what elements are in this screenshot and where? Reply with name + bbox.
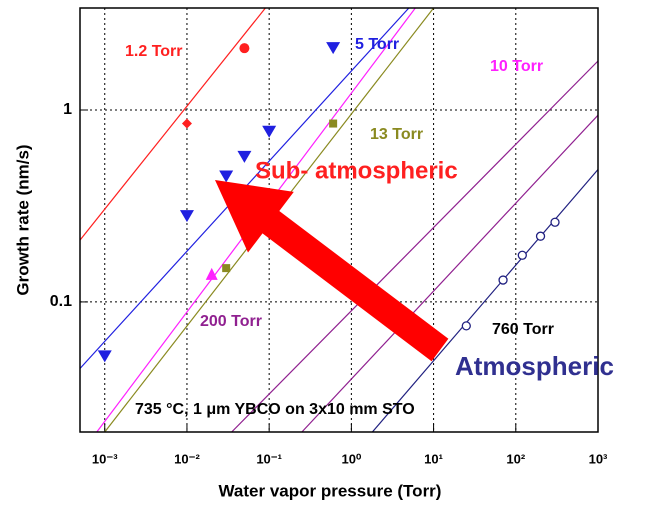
fit-line <box>79 7 266 241</box>
point <box>517 250 527 260</box>
point <box>205 267 218 280</box>
point <box>550 217 560 227</box>
series-label: 10 Torr <box>490 58 543 75</box>
point <box>219 170 234 183</box>
point <box>222 264 231 273</box>
series-label: 13 Torr <box>370 126 423 143</box>
fit-line <box>371 169 599 433</box>
series-label: 1.2 Torr <box>125 43 183 60</box>
x-tick-label: 10² <box>506 451 525 466</box>
point <box>237 150 252 163</box>
point <box>498 275 508 285</box>
point <box>262 125 277 138</box>
x-tick-label: 10³ <box>589 451 608 466</box>
plot-frame <box>79 7 599 433</box>
points <box>97 42 560 363</box>
y-axis-label: Growth rate (nm/s) <box>13 144 32 295</box>
series-label: 200 Torr <box>200 313 262 330</box>
x-tick-label: 10⁻¹ <box>256 451 282 466</box>
annotation: Sub- atmospheric <box>255 157 458 184</box>
point <box>97 350 112 363</box>
point <box>326 42 341 55</box>
point <box>179 210 194 223</box>
point <box>461 321 471 331</box>
arrow <box>215 180 449 362</box>
annotation: 735 °C, 1 μm YBCO on 3x10 mm STO <box>135 401 415 418</box>
x-tick-label: 10⁰ <box>342 451 362 466</box>
point <box>181 118 192 129</box>
annotation: Atmospheric <box>455 351 614 381</box>
fit-line <box>301 114 599 433</box>
x-tick-label: 10⁻² <box>174 451 200 466</box>
point <box>535 231 546 241</box>
point <box>329 119 338 128</box>
point <box>239 43 250 54</box>
x-tick-label: 10⁻³ <box>92 451 118 466</box>
series-label: 5 Torr <box>355 36 399 53</box>
y-tick-label: 1 <box>63 101 72 118</box>
x-axis-label: Water vapor pressure (Torr) <box>219 481 442 500</box>
y-tick-label: 0.1 <box>50 293 72 310</box>
series-label: 760 Torr <box>492 321 554 338</box>
fit-line <box>231 60 599 433</box>
x-tick-label: 10¹ <box>424 451 443 466</box>
plot-area <box>80 8 598 432</box>
